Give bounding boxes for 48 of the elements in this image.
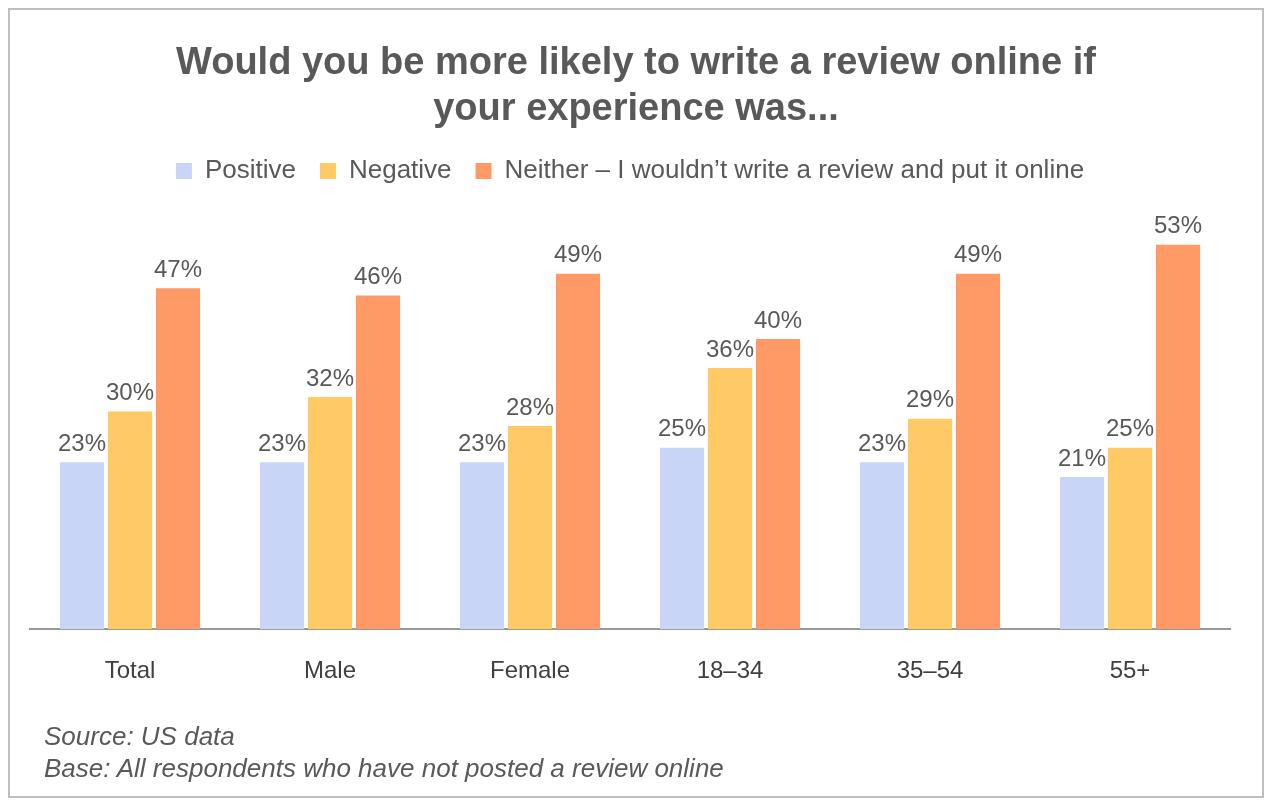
- bar: [59, 462, 105, 630]
- data-label: 23%: [57, 429, 107, 456]
- data-label: 30%: [105, 378, 155, 406]
- data-label: 53%: [1153, 211, 1203, 239]
- bar: [355, 295, 401, 630]
- x-tick-label: Female: [489, 656, 571, 684]
- bar: [507, 426, 553, 630]
- bar: [755, 339, 801, 630]
- data-label: 49%: [553, 240, 603, 268]
- data-label: 29%: [905, 385, 955, 413]
- bar: [907, 418, 953, 630]
- bar: [659, 447, 705, 630]
- bar: [1155, 244, 1201, 630]
- data-label: 47%: [153, 254, 203, 282]
- data-label: 46%: [353, 262, 403, 290]
- data-label: 32%: [305, 363, 355, 391]
- data-label: 49%: [953, 240, 1003, 268]
- bar: [459, 462, 505, 630]
- data-label: 21%: [1057, 443, 1107, 471]
- x-tick-label: Male: [303, 656, 357, 684]
- data-label: 25%: [657, 414, 707, 442]
- bar: [155, 288, 201, 630]
- bar: [955, 273, 1001, 630]
- x-tick-label: 35–54: [896, 656, 964, 684]
- source-note: Source: US data: [44, 720, 236, 752]
- bar: [707, 368, 753, 630]
- data-label: 36%: [705, 334, 755, 362]
- chart-title: Would you be more likely to write a review online if your experience was...: [175, 39, 1097, 130]
- bar: [259, 462, 305, 630]
- text: Base: All respondents who have not posted a review online: [44, 752, 725, 784]
- bar: [107, 411, 153, 630]
- data-label: 28%: [505, 392, 555, 420]
- bar: [307, 397, 353, 630]
- bar: [1059, 476, 1105, 630]
- legend-label: Neither – I wouldn’t write a review and put it online: [504, 154, 1085, 185]
- bar: [1107, 447, 1153, 630]
- data-label: 23%: [257, 429, 307, 456]
- bar: [555, 273, 601, 630]
- data-label: 25%: [1105, 414, 1155, 442]
- x-tick-label: 18–34: [696, 656, 764, 684]
- x-tick-label: 55+: [1109, 656, 1151, 684]
- data-label: 40%: [753, 305, 803, 333]
- legend-label: Negative: [348, 154, 452, 185]
- data-label: 23%: [857, 429, 907, 456]
- legend-label: Positive: [204, 154, 296, 185]
- x-tick-label: Total: [104, 656, 156, 684]
- bar: [859, 462, 905, 630]
- data-label: 23%: [457, 429, 507, 456]
